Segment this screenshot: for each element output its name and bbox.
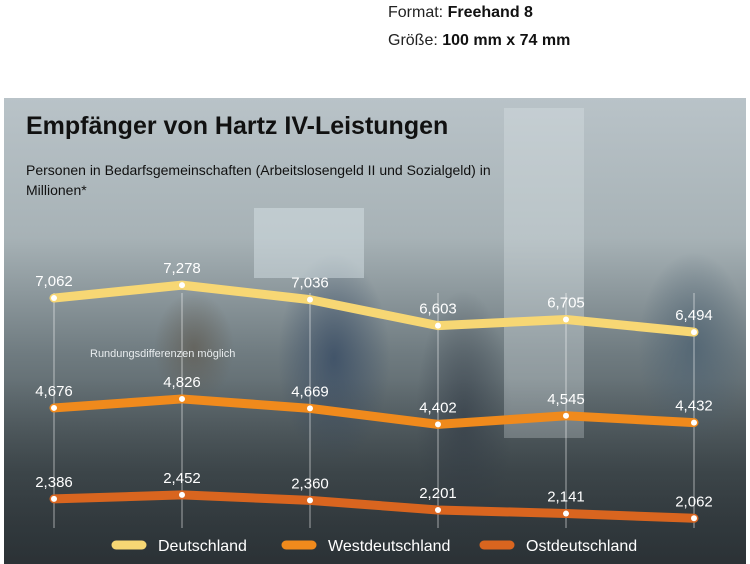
background-floor — [4, 377, 746, 564]
data-label-westdeutschland-2: 4,826 — [163, 374, 201, 391]
data-label-ostdeutschland-5: 2,141 — [547, 489, 585, 506]
data-label-ostdeutschland-1: 2,386 — [35, 474, 73, 491]
data-label-ostdeutschland-2: 2,452 — [163, 470, 201, 487]
background-photo — [4, 98, 746, 564]
data-point-deutschland-2 — [179, 282, 185, 289]
data-label-deutschland-5: 6,705 — [547, 294, 585, 311]
data-label-westdeutschland-1: 4,676 — [35, 383, 73, 400]
data-point-ostdeutschland-6 — [691, 515, 697, 522]
chart-subtitle: Personen in Bedarfsgemeinschaften (Arbei… — [26, 162, 491, 198]
legend-label-deutschland: Deutschland — [158, 538, 247, 555]
format-label: Format: — [388, 4, 444, 21]
data-label-westdeutschland-5: 4,545 — [547, 391, 585, 408]
line-chart: 7,062 7,278 7,036 6,603 6,705 6,494 Deutschlan… — [35, 260, 713, 555]
data-point-deutschland-1 — [51, 295, 57, 302]
data-point-ostdeutschland-3 — [307, 497, 313, 504]
rounding-note: Rundungsdifferenzen möglich — [90, 348, 236, 360]
data-point-deutschland-4 — [435, 322, 441, 329]
data-point-deutschland-3 — [307, 296, 313, 303]
chart-frame: Empfänger von Hartz IV-Leistungen Person… — [4, 98, 746, 564]
data-label-deutschland-4: 6,603 — [419, 301, 457, 318]
data-label-deutschland-6: 6,494 — [675, 307, 713, 324]
meta-format: Format: Freehand 8 — [388, 4, 533, 22]
data-point-westdeutschland-1 — [51, 404, 57, 411]
data-point-deutschland-5 — [563, 316, 569, 323]
data-label-westdeutschland-3: 4,669 — [291, 383, 329, 400]
chart-title: Empfänger von Hartz IV-Leistungen — [26, 112, 449, 140]
data-point-deutschland-6 — [691, 329, 697, 336]
size-label: Größe: — [388, 32, 438, 49]
size-value: 100 mm x 74 mm — [442, 32, 571, 49]
background-window — [254, 208, 364, 278]
data-label-westdeutschland-4: 4,402 — [419, 399, 457, 416]
data-label-deutschland-2: 7,278 — [163, 260, 201, 277]
data-point-westdeutschland-6 — [691, 419, 697, 426]
data-label-deutschland-3: 7,036 — [291, 275, 329, 292]
series-line-ostdeutschland — [49, 490, 699, 523]
data-label-ostdeutschland-4: 2,201 — [419, 485, 457, 502]
legend-label-westdeutschland: Westdeutschland — [328, 538, 450, 555]
data-point-westdeutschland-4 — [435, 421, 441, 428]
data-label-ostdeutschland-6: 2,062 — [675, 493, 713, 510]
data-point-westdeutschland-5 — [563, 412, 569, 419]
data-label-deutschland-1: 7,062 — [35, 273, 73, 290]
data-point-ostdeutschland-2 — [179, 491, 185, 498]
format-value: Freehand 8 — [447, 4, 533, 21]
series-line-deutschland — [49, 280, 699, 337]
legend-label-ostdeutschland: Ostdeutschland — [526, 538, 637, 555]
data-point-westdeutschland-3 — [307, 405, 313, 412]
data-point-westdeutschland-2 — [179, 395, 185, 402]
data-label-westdeutschland-6: 4,432 — [675, 398, 713, 415]
data-point-ostdeutschland-1 — [51, 495, 57, 502]
data-point-ostdeutschland-5 — [563, 510, 569, 517]
meta-size: Größe: 100 mm x 74 mm — [388, 32, 570, 50]
series-line-westdeutschland — [49, 394, 699, 429]
data-point-ostdeutschland-4 — [435, 506, 441, 513]
data-label-ostdeutschland-3: 2,360 — [291, 475, 329, 492]
